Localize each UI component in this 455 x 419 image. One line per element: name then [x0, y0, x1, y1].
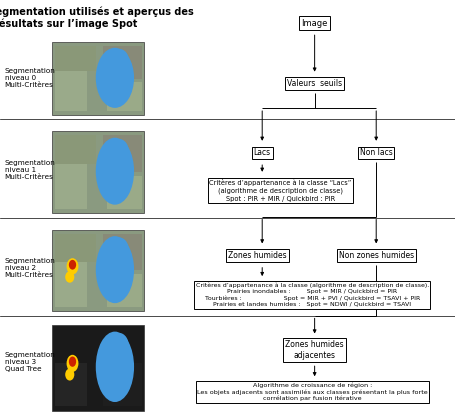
Ellipse shape [110, 49, 129, 73]
Text: Lacs: Lacs [253, 148, 270, 158]
Text: Segmentation
niveau 0
Multi-Critères: Segmentation niveau 0 Multi-Critères [5, 67, 55, 88]
Text: Zones humides
adjacentes: Zones humides adjacentes [285, 340, 343, 360]
Text: Types de segmentation utilisés et aperçus des
résultats sur l’image Spot: Types de segmentation utilisés et aperçu… [0, 6, 193, 29]
Text: Non zones humides: Non zones humides [338, 251, 413, 260]
Text: Valeurs  seuils: Valeurs seuils [287, 79, 341, 88]
Text: Critères d’appartenance à la classe “Lacs”
(algorithme de description de classe): Critères d’appartenance à la classe “Lac… [209, 179, 351, 202]
Ellipse shape [66, 355, 78, 372]
Ellipse shape [69, 357, 76, 367]
FancyBboxPatch shape [55, 46, 96, 71]
Ellipse shape [65, 271, 74, 283]
Ellipse shape [96, 138, 134, 205]
FancyBboxPatch shape [55, 160, 86, 209]
FancyBboxPatch shape [55, 258, 86, 307]
Ellipse shape [110, 139, 129, 166]
Ellipse shape [69, 260, 76, 270]
Ellipse shape [66, 258, 78, 274]
FancyBboxPatch shape [102, 363, 142, 406]
Ellipse shape [96, 331, 134, 402]
FancyBboxPatch shape [52, 325, 143, 411]
Text: Image: Image [301, 18, 327, 28]
FancyBboxPatch shape [107, 274, 142, 307]
Text: Algorithme de croissance de région :
Les objets adjacents sont assimilés aux cla: Algorithme de croissance de région : Les… [197, 382, 427, 401]
FancyBboxPatch shape [52, 42, 143, 115]
FancyBboxPatch shape [55, 234, 96, 262]
Text: Non lacs: Non lacs [359, 148, 392, 158]
Text: Critères d’appartenance à la classe (algorithme de description de classe).
Prair: Critères d’appartenance à la classe (alg… [195, 282, 428, 308]
Text: Segmentation
niveau 1
Multi-Critères: Segmentation niveau 1 Multi-Critères [5, 160, 55, 180]
FancyBboxPatch shape [107, 82, 142, 111]
FancyBboxPatch shape [102, 135, 142, 172]
FancyBboxPatch shape [102, 46, 142, 79]
Ellipse shape [110, 333, 129, 361]
FancyBboxPatch shape [55, 67, 86, 111]
FancyBboxPatch shape [107, 176, 142, 209]
Ellipse shape [65, 369, 74, 380]
FancyBboxPatch shape [52, 131, 143, 213]
Text: Zones humides: Zones humides [228, 251, 286, 260]
FancyBboxPatch shape [52, 230, 143, 311]
Text: Segmentation
niveau 2
Multi-Critères: Segmentation niveau 2 Multi-Critères [5, 258, 55, 278]
Ellipse shape [110, 238, 129, 264]
Ellipse shape [96, 48, 134, 108]
Ellipse shape [96, 236, 134, 303]
FancyBboxPatch shape [55, 363, 86, 406]
Text: Segmentation
niveau 3
Quad Tree: Segmentation niveau 3 Quad Tree [5, 352, 55, 372]
FancyBboxPatch shape [55, 135, 96, 164]
FancyBboxPatch shape [102, 234, 142, 271]
